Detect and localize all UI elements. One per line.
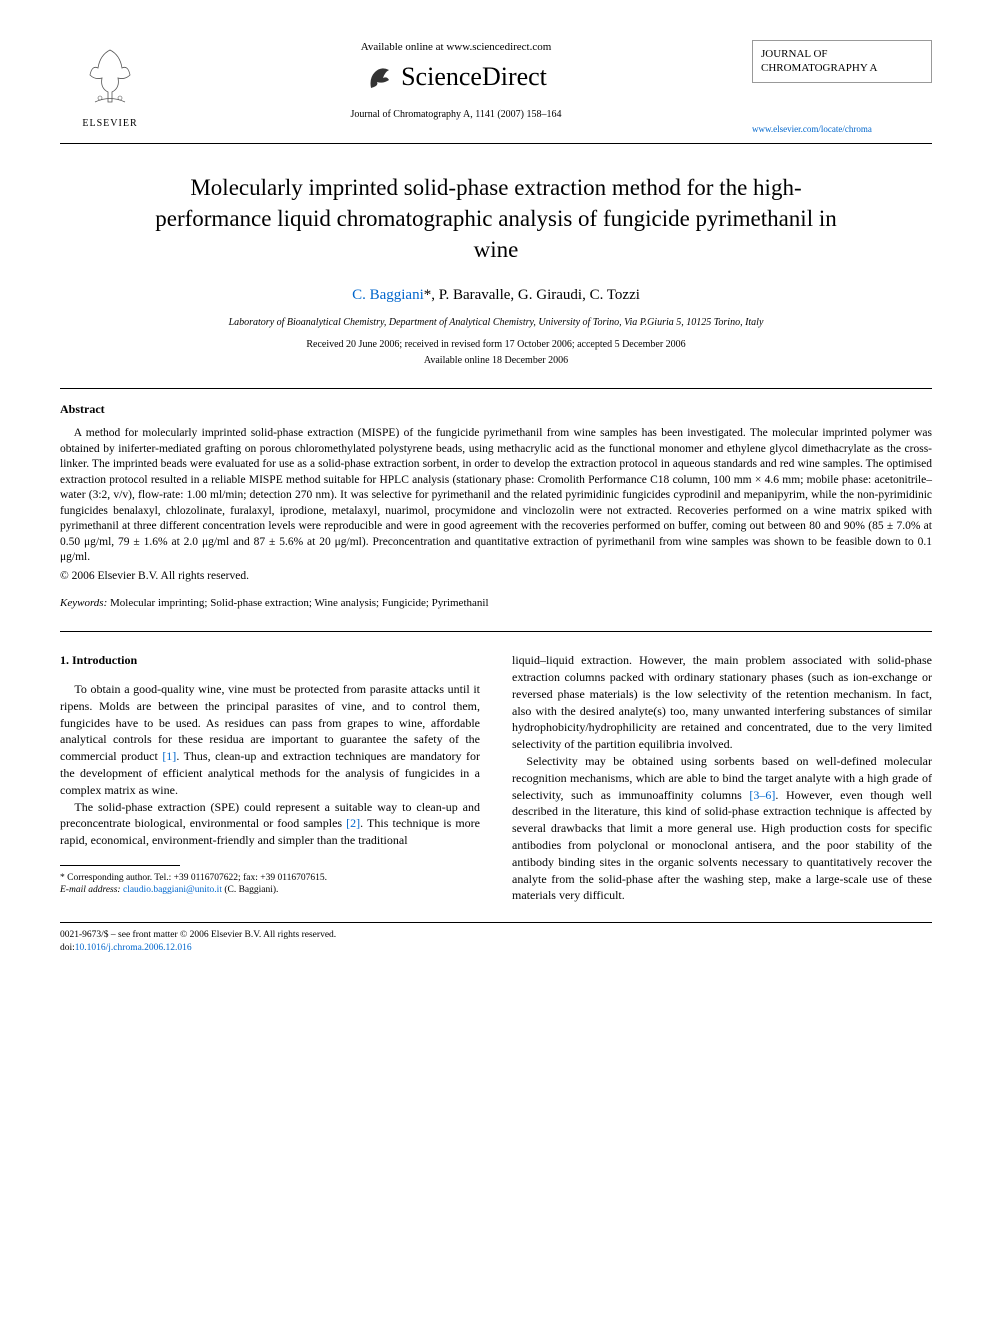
footer-divider <box>60 922 932 923</box>
sciencedirect-text: ScienceDirect <box>401 59 547 95</box>
intro-heading: 1. Introduction <box>60 652 480 669</box>
journal-box-line1: JOURNAL OF <box>761 47 923 61</box>
footer-front-matter: 0021-9673/$ – see front matter © 2006 El… <box>60 929 932 941</box>
abstract-paragraph: A method for molecularly imprinted solid… <box>60 426 932 566</box>
ref-link-1[interactable]: [1] <box>162 749 176 763</box>
author-link-baggiani[interactable]: C. Baggiani <box>352 287 424 303</box>
abstract-divider-top <box>60 388 932 389</box>
journal-url[interactable]: www.elsevier.com/locate/chroma <box>752 123 932 136</box>
header-center: Available online at www.sciencedirect.co… <box>160 40 752 122</box>
affiliation: Laboratory of Bioanalytical Chemistry, D… <box>60 316 932 330</box>
sciencedirect-icon <box>365 64 393 92</box>
abstract-body: A method for molecularly imprinted solid… <box>60 426 932 566</box>
abstract-divider-bottom <box>60 631 932 632</box>
col2-para2: Selectivity may be obtained using sorben… <box>512 753 932 904</box>
footnote-divider <box>60 865 180 866</box>
abstract-heading: Abstract <box>60 401 932 418</box>
ref-link-2[interactable]: [2] <box>346 816 360 830</box>
journal-name-box: JOURNAL OF CHROMATOGRAPHY A <box>752 40 932 83</box>
dates-received: Received 20 June 2006; received in revis… <box>60 338 932 352</box>
footnote-corresponding: * Corresponding author. Tel.: +39 011670… <box>60 872 480 884</box>
column-left: 1. Introduction To obtain a good-quality… <box>60 652 480 904</box>
keywords-text: Molecular imprinting; Solid-phase extrac… <box>107 597 488 609</box>
footnote-email-suffix: (C. Baggiani). <box>222 885 278 895</box>
abstract-copyright: © 2006 Elsevier B.V. All rights reserved… <box>60 568 932 584</box>
intro-para2: The solid-phase extraction (SPE) could r… <box>60 799 480 849</box>
doi-link[interactable]: 10.1016/j.chroma.2006.12.016 <box>75 943 192 953</box>
sciencedirect-logo: ScienceDirect <box>160 59 752 95</box>
journal-citation: Journal of Chromatography A, 1141 (2007)… <box>160 108 752 122</box>
keywords-label: Keywords: <box>60 597 107 609</box>
column-right: liquid–liquid extraction. However, the m… <box>512 652 932 904</box>
footnote-email-link[interactable]: claudio.baggiani@unito.it <box>123 885 222 895</box>
journal-box-line2: CHROMATOGRAPHY A <box>761 61 923 75</box>
dates-available: Available online 18 December 2006 <box>60 354 932 368</box>
footer-doi: doi:10.1016/j.chroma.2006.12.016 <box>60 942 932 954</box>
intro-para1: To obtain a good-quality wine, vine must… <box>60 681 480 799</box>
authors-rest: , P. Baravalle, G. Giraudi, C. Tozzi <box>431 287 640 303</box>
col2-para1: liquid–liquid extraction. However, the m… <box>512 652 932 753</box>
elsevier-logo-block: ELSEVIER <box>60 40 160 131</box>
ref-link-3-6[interactable]: [3–6] <box>749 788 775 802</box>
available-online-text: Available online at www.sciencedirect.co… <box>160 40 752 55</box>
header-right: JOURNAL OF CHROMATOGRAPHY A www.elsevier… <box>752 40 932 135</box>
article-title: Molecularly imprinted solid-phase extrac… <box>140 172 852 265</box>
elsevier-tree-icon <box>80 40 140 110</box>
footnote-email-label: E-mail address: <box>60 885 121 895</box>
header-divider <box>60 143 932 144</box>
footnote-email: E-mail address: claudio.baggiani@unito.i… <box>60 884 480 896</box>
body-columns: 1. Introduction To obtain a good-quality… <box>60 652 932 904</box>
header-row: ELSEVIER Available online at www.science… <box>60 40 932 135</box>
keywords: Keywords: Molecular imprinting; Solid-ph… <box>60 596 932 611</box>
elsevier-label: ELSEVIER <box>60 117 160 131</box>
footer: 0021-9673/$ – see front matter © 2006 El… <box>60 929 932 954</box>
authors: C. Baggiani*, P. Baravalle, G. Giraudi, … <box>60 285 932 306</box>
